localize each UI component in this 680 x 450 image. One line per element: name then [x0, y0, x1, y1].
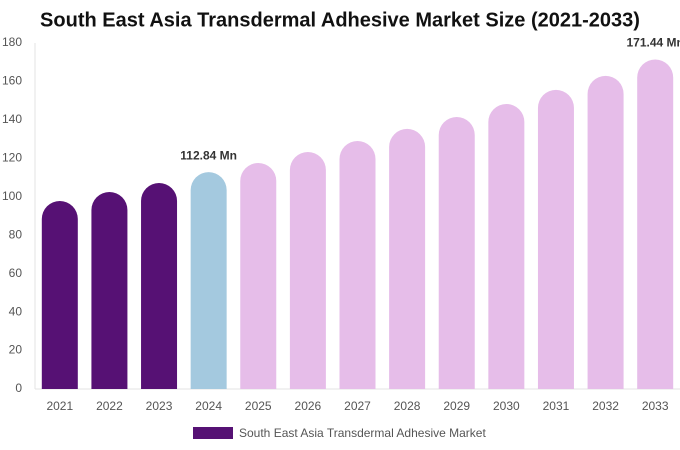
- bar: [289, 151, 326, 389]
- bar: [190, 172, 227, 389]
- bar: [537, 89, 574, 389]
- bar: [141, 182, 178, 389]
- legend-swatch: [193, 427, 233, 439]
- value-label: 112.84 Mn: [180, 148, 237, 162]
- x-tick-label: 2031: [543, 399, 570, 413]
- y-tick-label: 120: [2, 151, 22, 165]
- x-tick-label: 2030: [493, 399, 520, 413]
- bar: [438, 117, 475, 389]
- x-tick-label: 2022: [96, 399, 123, 413]
- x-tick-label: 2032: [592, 399, 619, 413]
- bar: [637, 59, 674, 389]
- y-tick-label: 140: [2, 112, 22, 126]
- y-tick-label: 80: [9, 227, 23, 241]
- y-tick-label: 160: [2, 74, 22, 88]
- y-tick-label: 0: [15, 381, 22, 395]
- x-tick-label: 2028: [394, 399, 421, 413]
- x-tick-label: 2024: [195, 399, 222, 413]
- bar: [41, 201, 78, 389]
- legend-label: South East Asia Transdermal Adhesive Mar…: [239, 426, 486, 440]
- bar: [488, 103, 525, 390]
- chart-title: South East Asia Transdermal Adhesive Mar…: [40, 9, 640, 31]
- y-tick-label: 180: [2, 35, 22, 49]
- x-tick-label: 2021: [46, 399, 73, 413]
- bar: [389, 128, 426, 389]
- y-tick-label: 40: [9, 304, 23, 318]
- x-tick-label: 2029: [443, 399, 470, 413]
- x-tick-label: 2026: [295, 399, 322, 413]
- bar: [587, 75, 624, 390]
- x-tick-label: 2033: [642, 399, 669, 413]
- value-label: 171.44 Mn: [627, 36, 680, 50]
- y-tick-label: 20: [9, 343, 23, 357]
- x-tick-label: 2025: [245, 399, 272, 413]
- bar: [240, 162, 277, 389]
- bar: [91, 191, 128, 389]
- x-tick-label: 2027: [344, 399, 371, 413]
- y-tick-label: 100: [2, 189, 22, 203]
- x-tick-label: 2023: [146, 399, 173, 413]
- y-tick-label: 60: [9, 266, 23, 280]
- bar: [339, 141, 376, 389]
